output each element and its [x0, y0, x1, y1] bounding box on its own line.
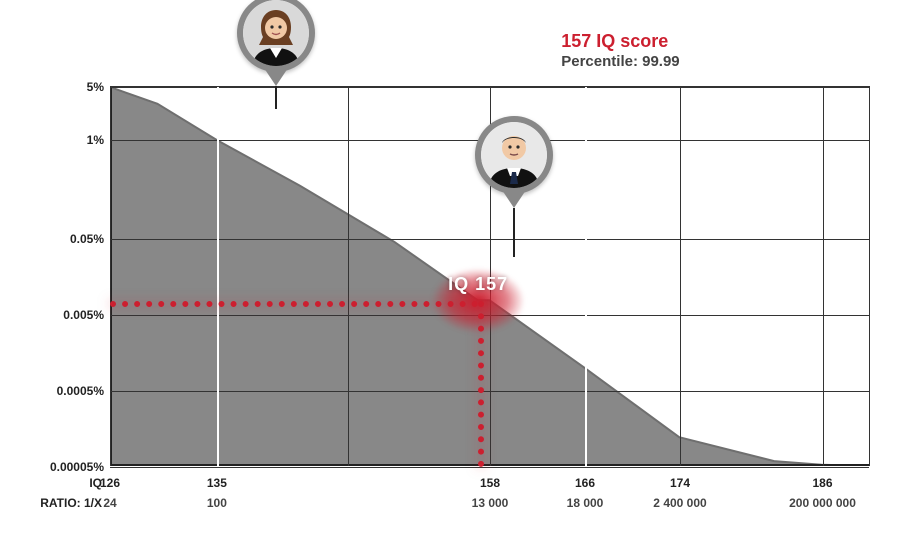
xtick-iq: 158: [480, 476, 500, 490]
grid-v: [348, 87, 349, 466]
grid-v: [823, 87, 824, 466]
xtick-iq: 186: [812, 476, 832, 490]
xtick-ratio: 18 000: [567, 496, 604, 510]
xtick-iq: 126: [100, 476, 120, 490]
xtick-ratio: 24: [103, 496, 116, 510]
grid-v: [680, 87, 681, 466]
avatar-bubble: [475, 116, 553, 194]
header-percentile: Percentile: 99.99: [561, 53, 679, 70]
xaxis-row-label-iq: IQ: [38, 476, 102, 490]
iq-crosshair-h: [110, 301, 478, 307]
xaxis-row-label-ratio: RATIO: 1/X: [38, 496, 102, 510]
avatar-pin-emma: [237, 0, 315, 109]
avatar-pin-elon: [475, 116, 553, 257]
xtick-ratio: 2 400 000: [653, 496, 706, 510]
ytick-label: 1%: [87, 133, 104, 147]
grid-h: [110, 467, 869, 468]
ytick-label: 0.05%: [70, 232, 104, 246]
grid-v: [585, 87, 587, 466]
xtick-iq: 166: [575, 476, 595, 490]
xtick-iq: 174: [670, 476, 690, 490]
pin-stem: [513, 208, 515, 257]
xtick-iq: 135: [207, 476, 227, 490]
pin-tail-icon: [264, 68, 288, 86]
iq-badge: IQ 157: [448, 274, 508, 295]
iq-crosshair-v: [478, 301, 484, 467]
header-iq-score: 157 IQ score: [561, 31, 668, 52]
ytick-label: 0.0005%: [57, 384, 104, 398]
xtick-ratio: 100: [207, 496, 227, 510]
pin-tail-icon: [502, 190, 526, 208]
avatar-bubble: [237, 0, 315, 72]
ytick-label: 5%: [87, 80, 104, 94]
ytick-label: 0.00005%: [50, 460, 104, 474]
xtick-ratio: 200 000 000: [789, 496, 856, 510]
pin-stem: [275, 86, 277, 109]
grid-v: [217, 87, 219, 466]
ytick-label: 0.005%: [63, 308, 104, 322]
grid-v: [110, 87, 111, 466]
xtick-ratio: 13 000: [472, 496, 509, 510]
